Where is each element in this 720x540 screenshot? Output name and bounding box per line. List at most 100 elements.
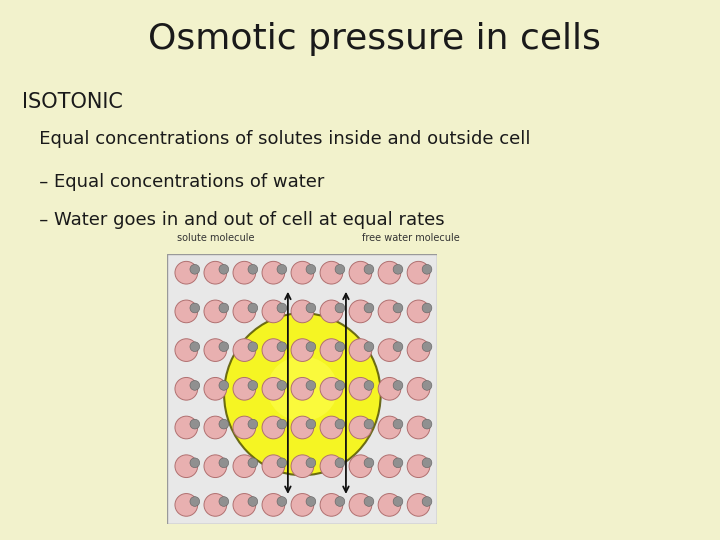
Circle shape (277, 381, 287, 390)
Circle shape (175, 455, 197, 477)
Circle shape (248, 381, 258, 390)
Circle shape (320, 261, 343, 284)
Text: Osmotic pressure in cells: Osmotic pressure in cells (148, 22, 600, 56)
Circle shape (408, 339, 430, 361)
Circle shape (408, 261, 430, 284)
Circle shape (335, 458, 345, 468)
Circle shape (233, 416, 256, 439)
Circle shape (190, 497, 199, 507)
Circle shape (204, 300, 227, 323)
Circle shape (219, 419, 229, 429)
Circle shape (204, 339, 227, 361)
Circle shape (364, 381, 374, 390)
Text: – Equal concentrations of water: – Equal concentrations of water (22, 173, 324, 191)
Circle shape (204, 455, 227, 477)
Circle shape (320, 416, 343, 439)
Circle shape (291, 416, 314, 439)
Circle shape (175, 377, 197, 400)
Circle shape (320, 339, 343, 361)
Circle shape (190, 303, 199, 313)
Circle shape (393, 497, 403, 507)
Circle shape (349, 339, 372, 361)
Circle shape (393, 419, 403, 429)
Circle shape (233, 494, 256, 516)
Circle shape (378, 416, 401, 439)
Circle shape (422, 303, 432, 313)
Circle shape (422, 381, 432, 390)
Circle shape (291, 261, 314, 284)
Circle shape (277, 419, 287, 429)
Circle shape (349, 494, 372, 516)
Circle shape (335, 342, 345, 352)
Circle shape (422, 342, 432, 352)
Circle shape (306, 419, 316, 429)
Circle shape (233, 455, 256, 477)
Circle shape (378, 261, 401, 284)
Ellipse shape (224, 313, 381, 475)
Circle shape (190, 265, 199, 274)
Circle shape (306, 497, 316, 507)
Circle shape (364, 458, 374, 468)
Circle shape (393, 381, 403, 390)
Circle shape (248, 303, 258, 313)
Circle shape (335, 497, 345, 507)
Circle shape (306, 381, 316, 390)
Circle shape (190, 342, 199, 352)
Circle shape (277, 303, 287, 313)
Circle shape (393, 265, 403, 274)
Circle shape (335, 303, 345, 313)
Circle shape (364, 419, 374, 429)
Circle shape (393, 342, 403, 352)
Text: Equal concentrations of solutes inside and outside cell: Equal concentrations of solutes inside a… (22, 130, 530, 147)
Circle shape (291, 377, 314, 400)
Circle shape (320, 300, 343, 323)
Circle shape (175, 261, 197, 284)
Circle shape (408, 416, 430, 439)
Circle shape (204, 377, 227, 400)
Circle shape (248, 419, 258, 429)
Text: – Water goes in and out of cell at equal rates: – Water goes in and out of cell at equal… (22, 211, 444, 228)
Circle shape (262, 494, 284, 516)
Circle shape (277, 458, 287, 468)
Circle shape (378, 494, 401, 516)
Text: free water molecule: free water molecule (361, 233, 459, 243)
Circle shape (190, 458, 199, 468)
Circle shape (175, 339, 197, 361)
Circle shape (219, 303, 229, 313)
Circle shape (219, 497, 229, 507)
Circle shape (262, 377, 284, 400)
Circle shape (219, 342, 229, 352)
Circle shape (378, 339, 401, 361)
Circle shape (335, 265, 345, 274)
Circle shape (335, 381, 345, 390)
Circle shape (408, 455, 430, 477)
Circle shape (408, 377, 430, 400)
Text: ISOTONIC: ISOTONIC (22, 92, 122, 112)
Circle shape (349, 455, 372, 477)
Circle shape (175, 494, 197, 516)
Circle shape (422, 458, 432, 468)
Circle shape (233, 339, 256, 361)
Circle shape (204, 494, 227, 516)
Circle shape (262, 416, 284, 439)
Circle shape (175, 416, 197, 439)
Circle shape (291, 339, 314, 361)
Circle shape (393, 458, 403, 468)
Circle shape (219, 265, 229, 274)
Circle shape (349, 300, 372, 323)
Circle shape (262, 339, 284, 361)
Circle shape (248, 342, 258, 352)
Circle shape (204, 416, 227, 439)
Circle shape (190, 381, 199, 390)
Circle shape (422, 419, 432, 429)
Circle shape (190, 419, 199, 429)
Circle shape (378, 377, 401, 400)
Circle shape (422, 497, 432, 507)
Circle shape (408, 300, 430, 323)
Circle shape (320, 377, 343, 400)
Circle shape (291, 494, 314, 516)
Circle shape (306, 265, 316, 274)
Circle shape (277, 342, 287, 352)
Circle shape (262, 261, 284, 284)
Circle shape (364, 303, 374, 313)
